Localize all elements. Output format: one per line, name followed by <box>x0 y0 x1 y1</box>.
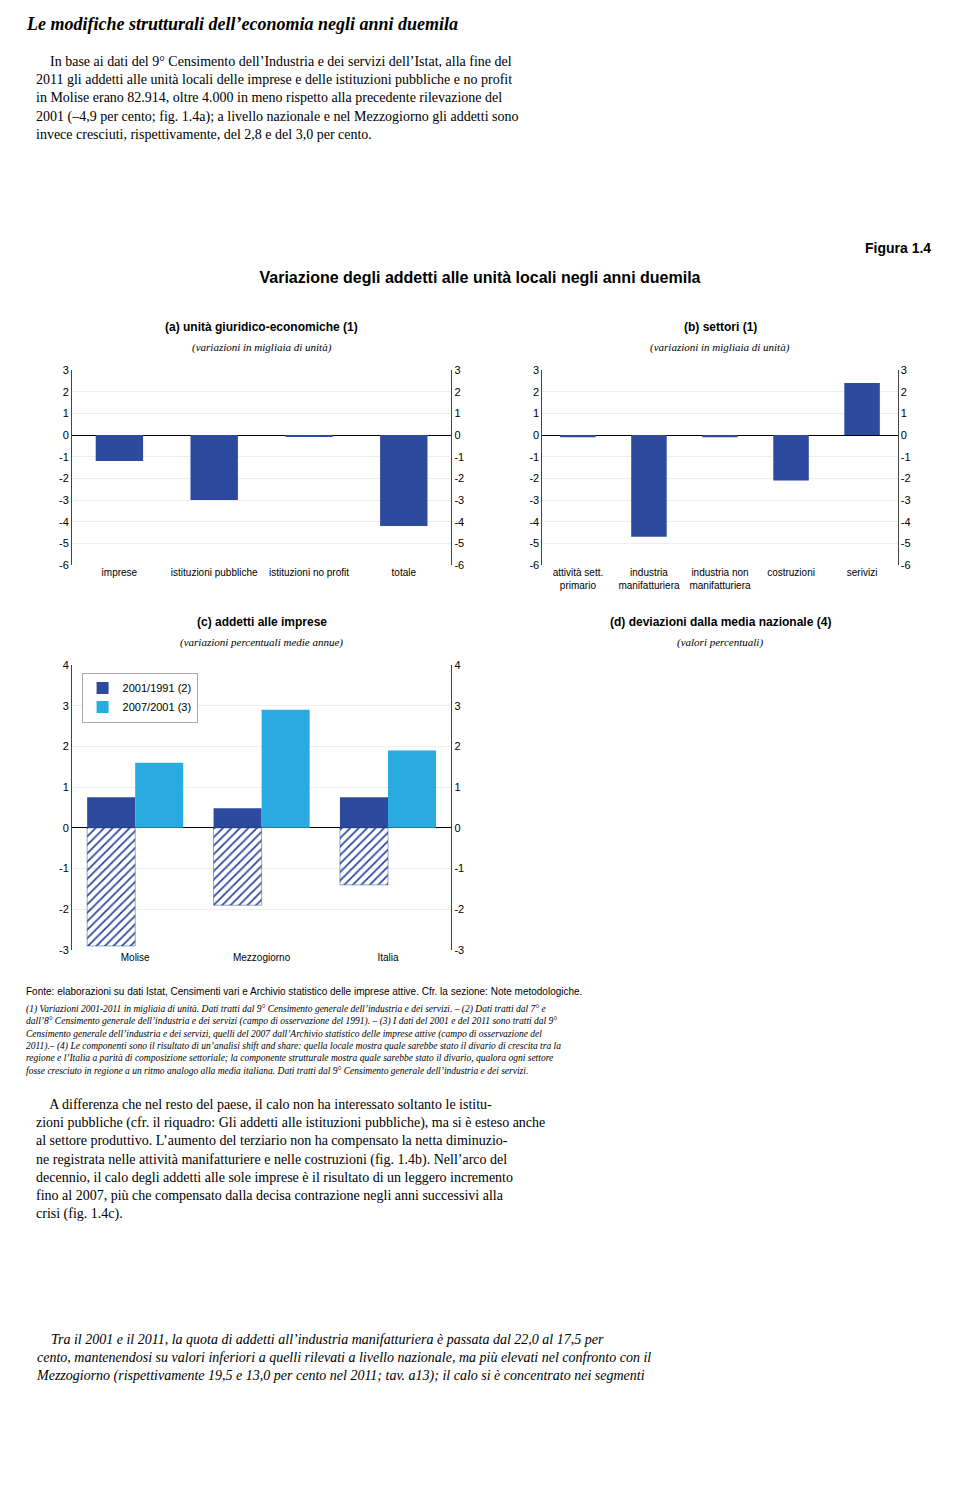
svg-text:0: 0 <box>63 429 69 441</box>
svg-text:-3: -3 <box>454 494 464 506</box>
svg-text:Mezzogiorno: Mezzogiorno <box>233 952 291 963</box>
svg-text:(b) settori (1): (b) settori (1) <box>684 320 757 334</box>
svg-text:0: 0 <box>901 429 907 441</box>
svg-text:2: 2 <box>901 386 907 398</box>
svg-text:attività sett.primario: attività sett.primario <box>553 567 604 591</box>
svg-text:(variazioni in migliaia di uni: (variazioni in migliaia di unità) <box>650 341 790 354</box>
svg-text:3: 3 <box>533 364 539 376</box>
svg-text:(a) unità giuridico-economiche: (a) unità giuridico-economiche (1) <box>165 320 358 334</box>
svg-text:-3: -3 <box>59 494 69 506</box>
svg-text:industria nonmanifatturiera: industria nonmanifatturiera <box>689 567 751 591</box>
svg-text:-4: -4 <box>454 516 464 528</box>
svg-text:-3: -3 <box>454 944 464 956</box>
svg-text:-3: -3 <box>529 494 539 506</box>
svg-text:-2: -2 <box>529 472 539 484</box>
svg-text:-1: -1 <box>59 451 69 463</box>
svg-text:(c) addetti alle imprese: (c) addetti alle imprese <box>197 615 327 629</box>
svg-text:-3: -3 <box>59 944 69 956</box>
svg-text:4: 4 <box>454 659 460 671</box>
svg-text:-6: -6 <box>59 559 69 571</box>
svg-text:2: 2 <box>454 740 460 752</box>
svg-text:-6: -6 <box>454 559 464 571</box>
svg-text:(variazioni in migliaia di uni: (variazioni in migliaia di unità) <box>192 341 332 354</box>
svg-text:Fonte: elaborazioni su dati Is: Fonte: elaborazioni su dati Istat, Censi… <box>26 986 582 997</box>
svg-text:-6: -6 <box>529 559 539 571</box>
svg-text:-5: -5 <box>59 537 69 549</box>
svg-text:2: 2 <box>63 740 69 752</box>
svg-text:-1: -1 <box>454 862 464 874</box>
svg-text:Molise: Molise <box>121 952 150 963</box>
svg-text:1: 1 <box>63 407 69 419</box>
svg-text:2: 2 <box>63 386 69 398</box>
svg-text:-1: -1 <box>59 862 69 874</box>
svg-text:In base ai dati del 9° Censime: In base ai dati del 9° Censimento dell’I… <box>36 54 518 142</box>
svg-text:istituzioni pubbliche: istituzioni pubbliche <box>171 567 258 578</box>
svg-text:2007/2001 (3): 2007/2001 (3) <box>123 701 192 713</box>
svg-text:1: 1 <box>63 781 69 793</box>
svg-text:3: 3 <box>454 700 460 712</box>
svg-text:2: 2 <box>533 386 539 398</box>
svg-text:3: 3 <box>63 364 69 376</box>
svg-text:(valori percentuali): (valori percentuali) <box>677 636 763 649</box>
svg-text:-3: -3 <box>901 494 911 506</box>
svg-text:-5: -5 <box>901 537 911 549</box>
svg-text:0: 0 <box>533 429 539 441</box>
svg-text:-5: -5 <box>529 537 539 549</box>
svg-text:Variazione degli addetti alle: Variazione degli addetti alle unità loca… <box>260 269 701 286</box>
svg-text:-1: -1 <box>529 451 539 463</box>
svg-text:1: 1 <box>533 407 539 419</box>
svg-text:1: 1 <box>454 407 460 419</box>
svg-text:3: 3 <box>901 364 907 376</box>
svg-text:2001/1991 (2): 2001/1991 (2) <box>123 682 192 694</box>
svg-text:(1) Variazioni 2001-2011 in mi: (1) Variazioni 2001-2011 in migliaia di … <box>26 1004 561 1076</box>
svg-text:1: 1 <box>454 781 460 793</box>
svg-text:-2: -2 <box>454 472 464 484</box>
svg-text:4: 4 <box>63 659 69 671</box>
svg-text:-2: -2 <box>59 472 69 484</box>
svg-text:-2: -2 <box>59 903 69 915</box>
svg-text:totale: totale <box>392 567 417 578</box>
svg-text:-2: -2 <box>454 903 464 915</box>
svg-text:0: 0 <box>454 822 460 834</box>
svg-text:Italia: Italia <box>377 952 399 963</box>
svg-text:-4: -4 <box>901 516 911 528</box>
svg-text:serivizi: serivizi <box>847 567 878 578</box>
svg-text:Figura 1.4: Figura 1.4 <box>865 240 931 256</box>
svg-text:-1: -1 <box>901 451 911 463</box>
svg-text:0: 0 <box>63 822 69 834</box>
svg-text:industriamanifatturiera: industriamanifatturiera <box>618 567 680 591</box>
svg-text:-4: -4 <box>529 516 539 528</box>
svg-text:A differenza che nel resto del: A differenza che nel resto del paese, il… <box>36 1097 545 1222</box>
svg-text:(variazioni percentuali medie: (variazioni percentuali medie annue) <box>180 636 343 649</box>
svg-text:-6: -6 <box>901 559 911 571</box>
svg-text:istituzioni no profit: istituzioni no profit <box>269 567 349 578</box>
svg-text:-2: -2 <box>901 472 911 484</box>
svg-text:imprese: imprese <box>102 567 138 578</box>
svg-text:2: 2 <box>454 386 460 398</box>
svg-text:3: 3 <box>454 364 460 376</box>
svg-text:Tra il 2001 e il 2011, la quot: Tra il 2001 e il 2011, la quota di addet… <box>36 1332 651 1384</box>
svg-text:(d) deviazioni dalla media naz: (d) deviazioni dalla media nazionale (4) <box>610 615 831 629</box>
svg-text:3: 3 <box>63 700 69 712</box>
svg-text:1: 1 <box>901 407 907 419</box>
svg-text:0: 0 <box>454 429 460 441</box>
svg-text:costruzioni: costruzioni <box>767 567 815 578</box>
svg-text:Le modifiche strutturali dell’: Le modifiche strutturali dell’economia n… <box>26 14 458 34</box>
svg-text:-4: -4 <box>59 516 69 528</box>
svg-text:-5: -5 <box>454 537 464 549</box>
svg-text:-1: -1 <box>454 451 464 463</box>
